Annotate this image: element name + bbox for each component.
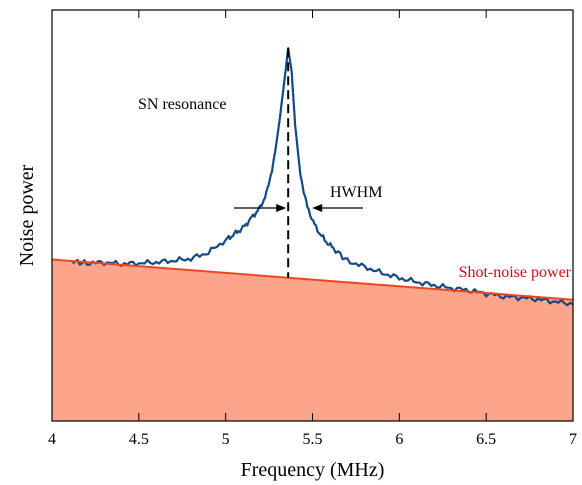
x-tick-label: 5.5 (303, 431, 323, 448)
resonance-label: SN resonance (138, 96, 226, 113)
annotations: HWHM SN resonance Shot-noise power (138, 48, 572, 281)
x-tick-label: 6.5 (476, 431, 496, 448)
plot-area (51, 47, 574, 421)
noise-spectrum-line (72, 47, 574, 307)
x-tick-label: 4.5 (129, 431, 149, 448)
shot-noise-line (51, 258, 574, 301)
x-tick-label: 5 (222, 431, 230, 448)
hwhm-label: HWHM (330, 184, 382, 201)
x-axis-ticks: 4 4.5 5 5.5 6 6.5 7 (48, 10, 577, 448)
x-tick-label: 4 (48, 431, 56, 448)
x-tick-label: 6 (395, 431, 403, 448)
hwhm-arrowhead-right (312, 204, 323, 212)
y-axis-label: Noise power (16, 164, 38, 266)
hwhm-arrowhead-left (276, 204, 287, 212)
x-tick-label: 7 (569, 431, 577, 448)
x-axis-label: Frequency (MHz) (241, 459, 385, 481)
shot-noise-fill (52, 259, 573, 421)
shot-noise-label: Shot-noise power (459, 264, 572, 281)
